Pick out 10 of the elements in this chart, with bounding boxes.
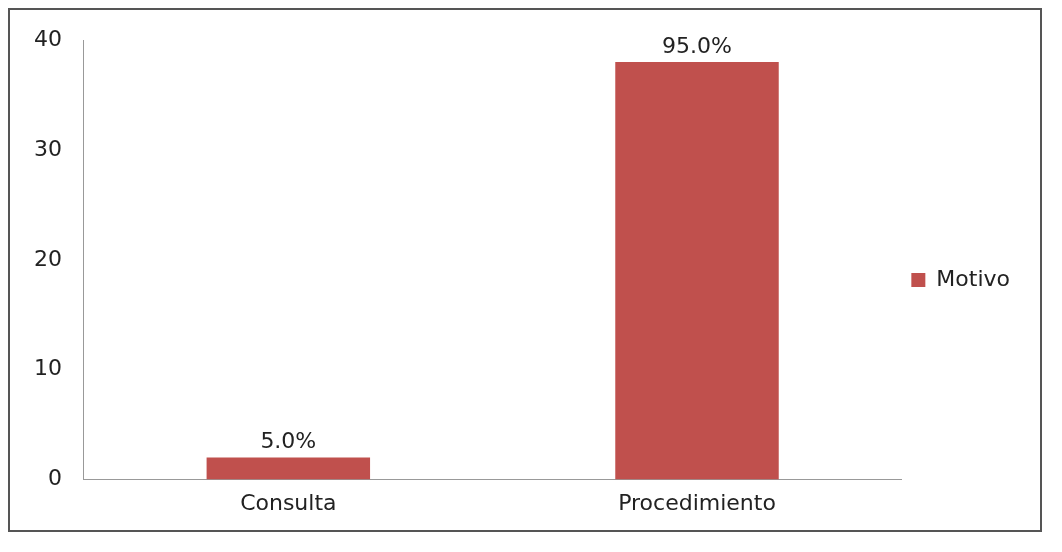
legend-label: Motivo [936, 265, 1011, 291]
x-tick-label: Consulta [240, 489, 337, 515]
x-tick-label: Procedimiento [618, 489, 776, 515]
y-tick-label: 10 [33, 355, 62, 381]
text: 5.0% [260, 428, 317, 454]
y-tick-label: 40 [33, 25, 62, 51]
y-tick-label: 30 [33, 135, 62, 161]
y-tick-label: 20 [33, 245, 62, 271]
y-tick-label: 0 [47, 465, 62, 491]
text: 95.0% [662, 32, 732, 58]
